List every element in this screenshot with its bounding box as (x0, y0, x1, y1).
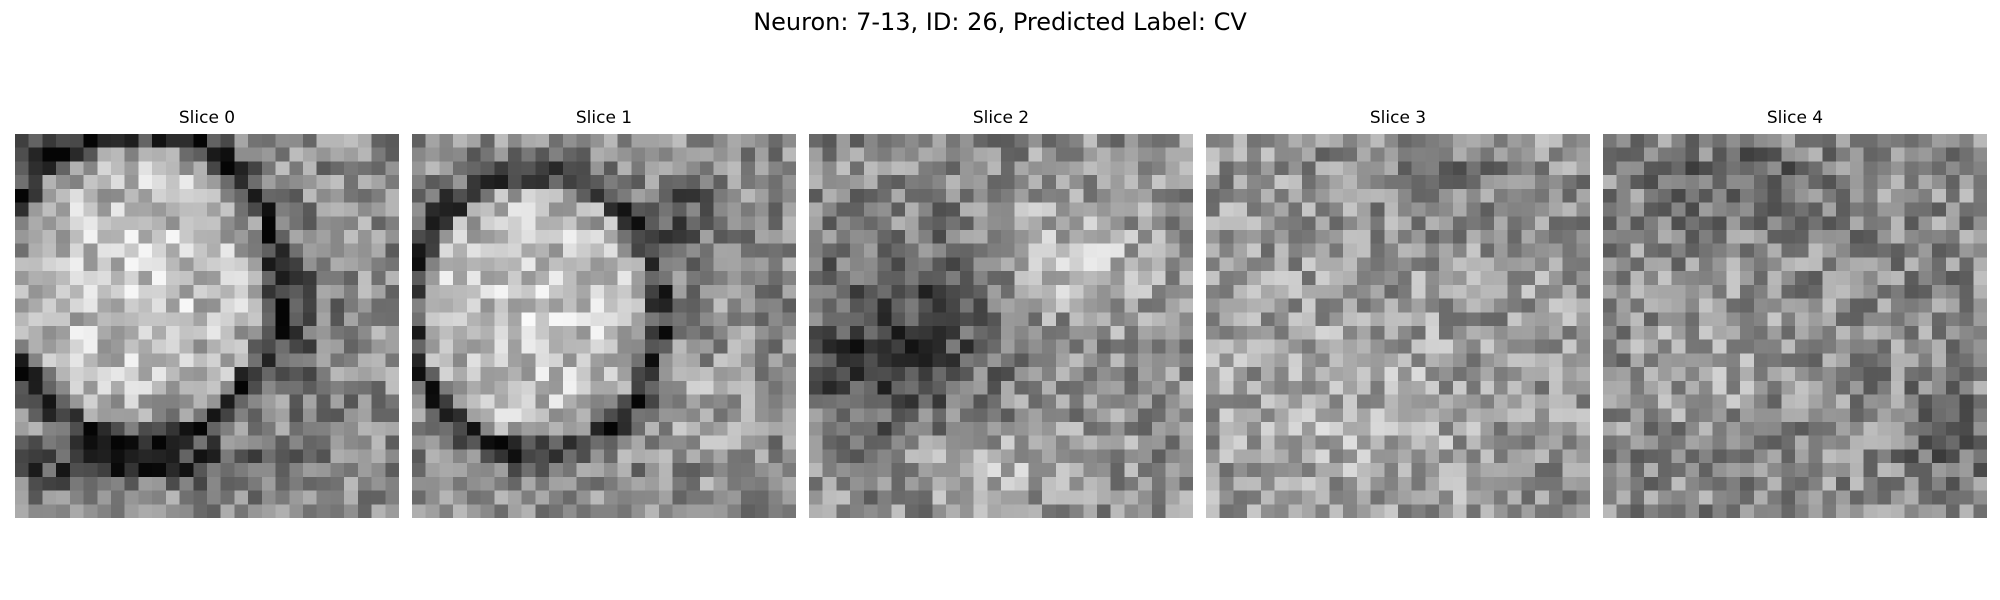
slice-title: Slice 4 (1766, 108, 1824, 128)
slice-image (15, 134, 399, 518)
slice-title: Slice 0 (178, 108, 236, 128)
slice-image (809, 134, 1193, 518)
slice-title: Slice 3 (1369, 108, 1427, 128)
slice-panel-4: Slice 4 (1603, 108, 1987, 518)
slice-panel-2: Slice 2 (809, 108, 1193, 518)
slice-panel-0: Slice 0 (15, 108, 399, 518)
slice-title: Slice 1 (575, 108, 633, 128)
slice-image (1603, 134, 1987, 518)
slice-panel-3: Slice 3 (1206, 108, 1590, 518)
figure-title: Neuron: 7-13, ID: 26, Predicted Label: C… (753, 8, 1247, 36)
slice-panel-1: Slice 1 (412, 108, 796, 518)
slice-title: Slice 2 (972, 108, 1030, 128)
slice-image (1206, 134, 1590, 518)
slice-image (412, 134, 796, 518)
